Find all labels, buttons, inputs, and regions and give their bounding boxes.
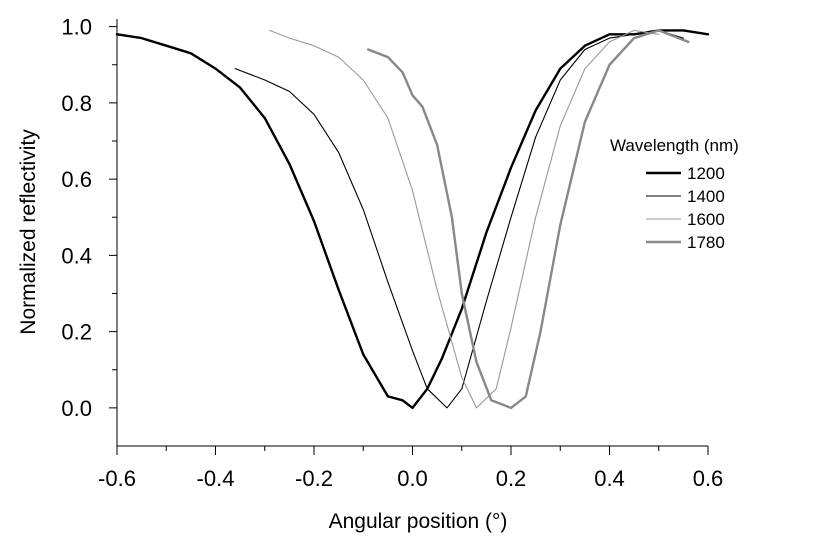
y-tick-label: 0.4 xyxy=(61,243,92,268)
y-tick-label: 0.2 xyxy=(61,320,92,345)
y-axis-label: Normalized reflectivity xyxy=(17,129,40,335)
x-tick-label: 0.4 xyxy=(594,466,625,491)
series-line-1400 xyxy=(234,29,684,409)
legend-label-1400: 1400 xyxy=(687,187,725,206)
series-line-1200 xyxy=(115,29,710,410)
legend-label-1780: 1780 xyxy=(687,233,725,252)
axes: -0.6 -0.4 -0.2 0.0 0.2 0.4 0.6 0.0 0.2 0.4 0.6 0.8 1… xyxy=(61,15,723,491)
x-tick-label: 0.6 xyxy=(693,466,724,491)
x-tick-label: -0.6 xyxy=(98,466,136,491)
x-tick-label: -0.4 xyxy=(197,466,235,491)
x-tick-label: 0.0 xyxy=(397,466,428,491)
legend-title: Wavelength (nm) xyxy=(610,136,739,155)
legend-label-1200: 1200 xyxy=(687,164,725,183)
series-line-1600 xyxy=(269,29,660,409)
legend-label-1600: 1600 xyxy=(687,210,725,229)
legend: Wavelength (nm) 1200 1400 1600 1780 xyxy=(610,136,739,252)
y-tick-label: 0.8 xyxy=(61,91,92,116)
y-tick-label: 0.6 xyxy=(61,167,92,192)
series-layer xyxy=(115,29,710,410)
series-line-1780 xyxy=(367,29,690,410)
x-axis-label: Angular position (°) xyxy=(329,510,508,533)
y-tick-label: 1.0 xyxy=(61,15,92,40)
x-tick-label: 0.2 xyxy=(496,466,527,491)
y-tick-label: 0.0 xyxy=(61,396,92,421)
x-tick-label: -0.2 xyxy=(295,466,333,491)
